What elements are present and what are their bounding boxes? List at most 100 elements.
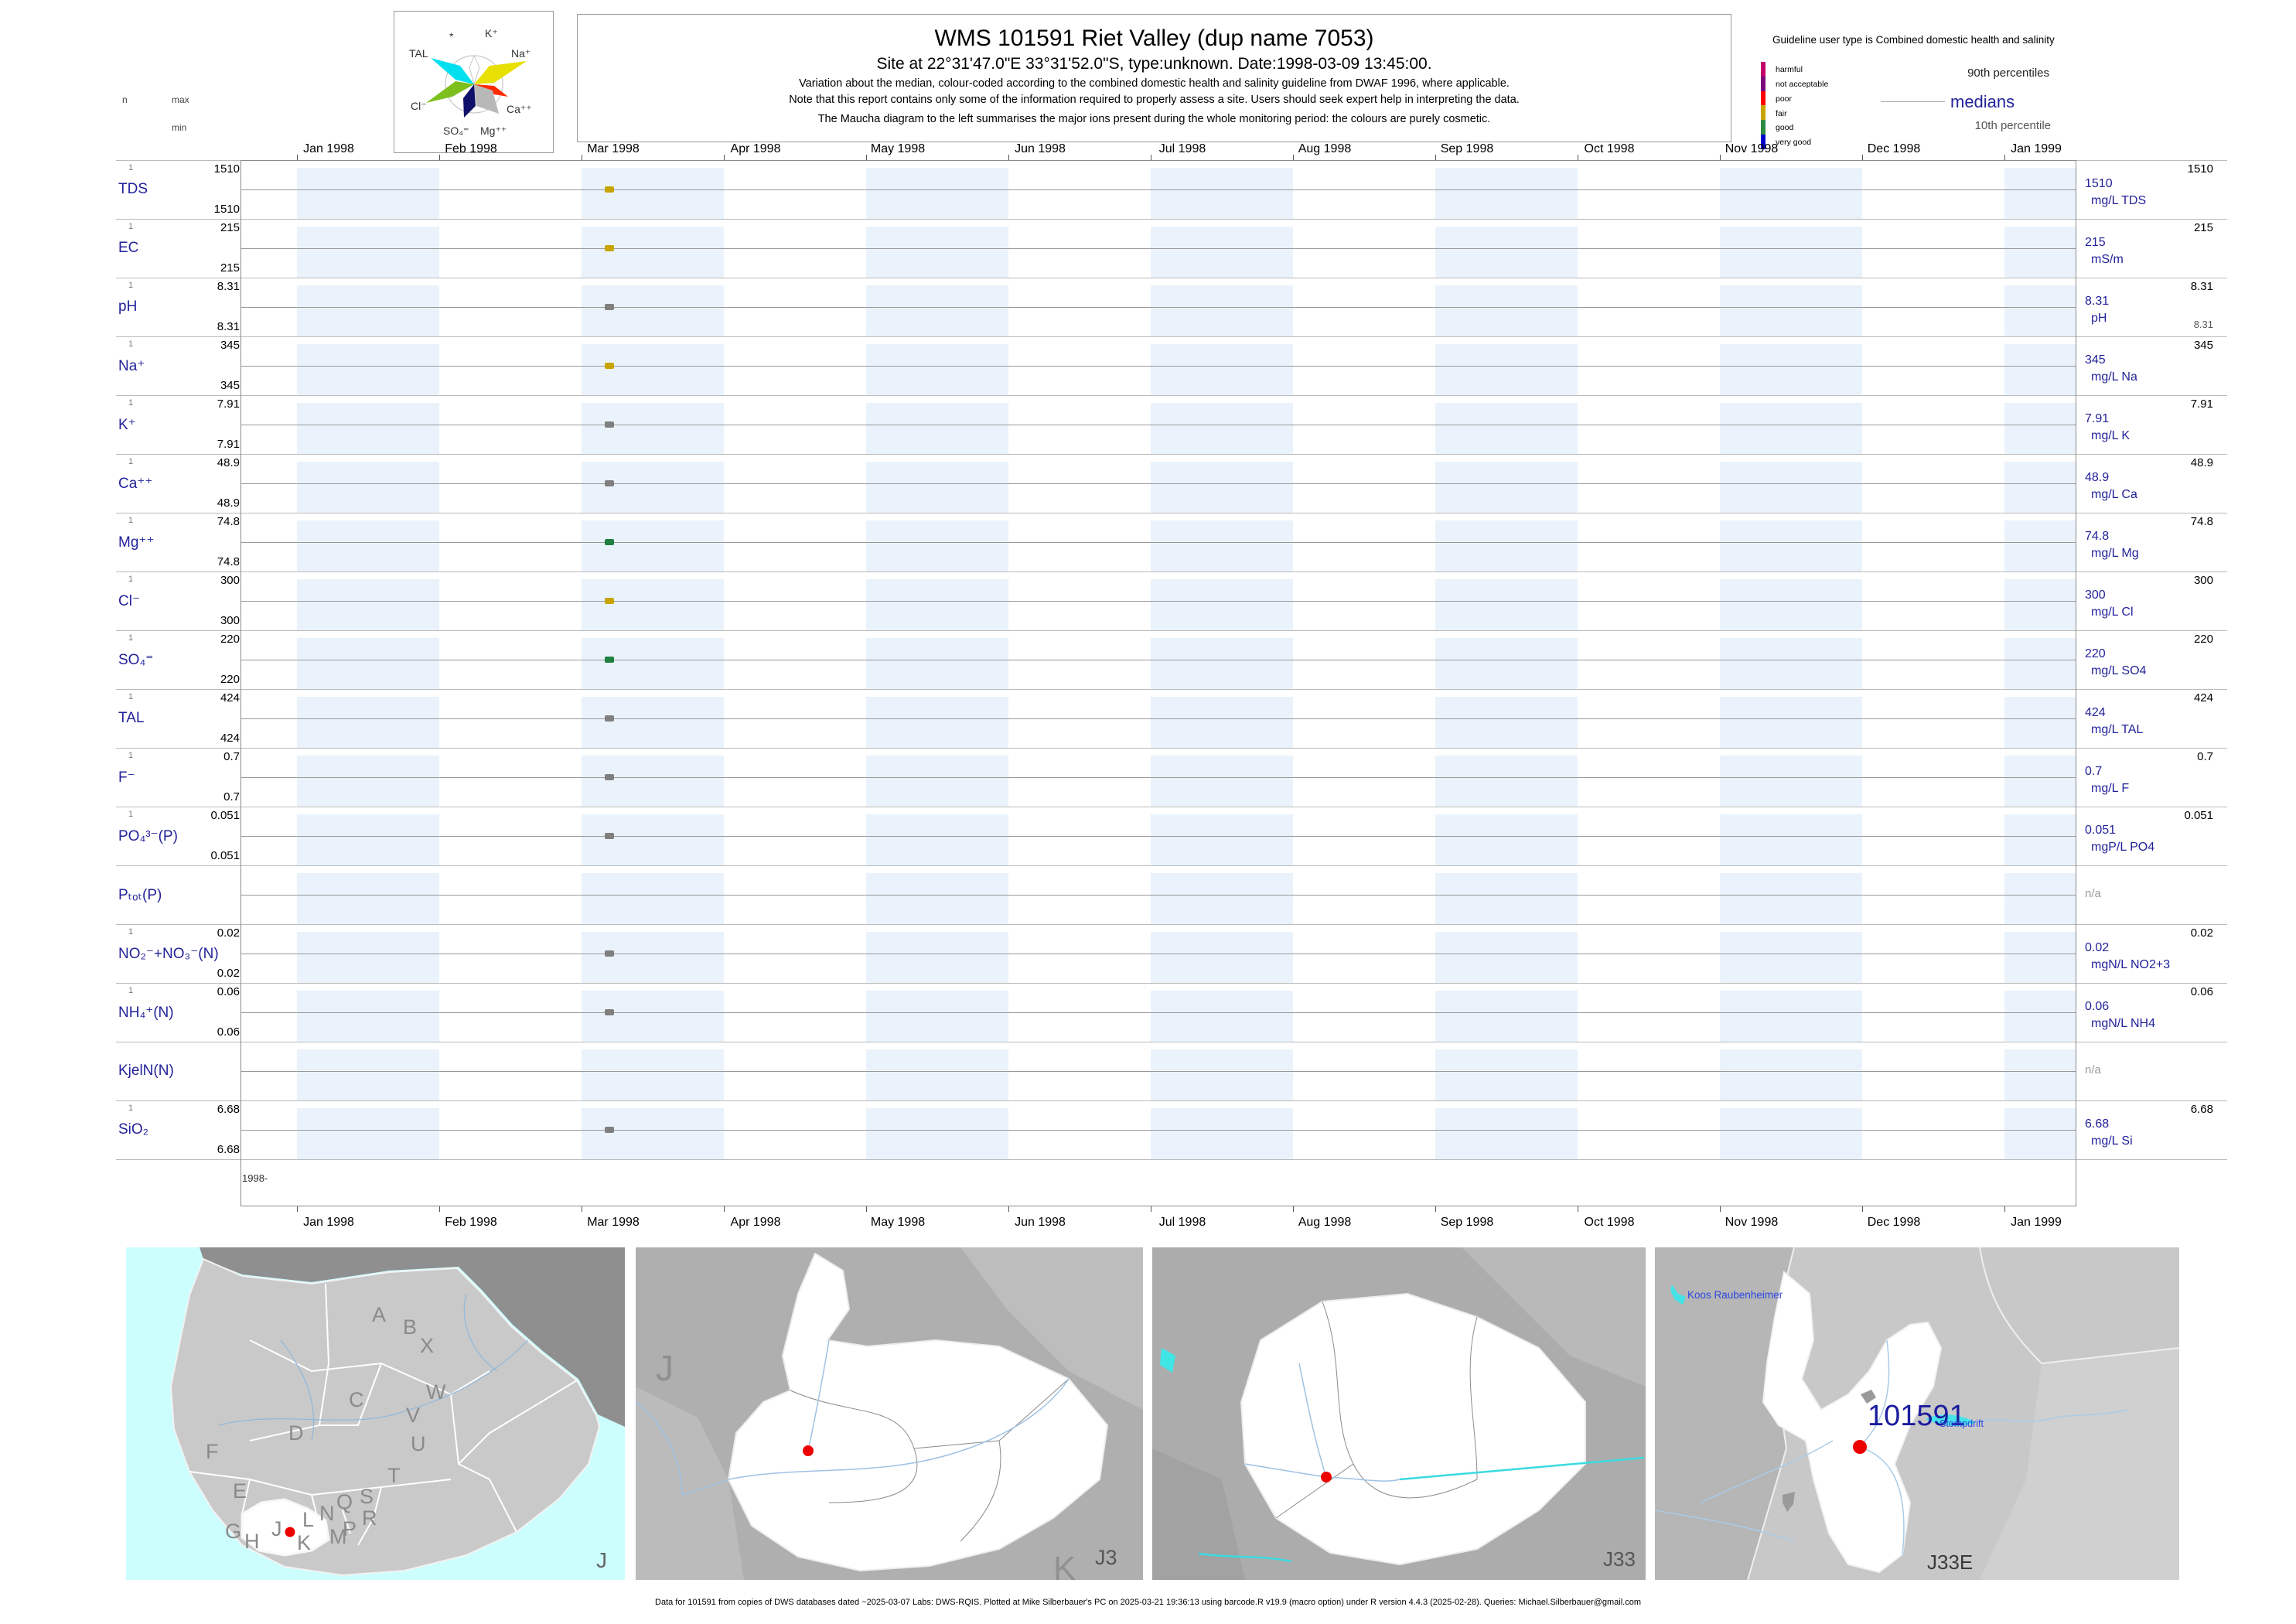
param-median-value: 74.8 (2085, 530, 2110, 543)
month-band (2004, 168, 2076, 219)
param-n-count: 1 (128, 222, 134, 231)
median-legend-line (1881, 101, 1945, 102)
month-band (866, 1049, 1008, 1100)
map2-region-w (636, 1387, 744, 1580)
guideline-class-swatch (1761, 62, 1765, 77)
param-max-value: 0.7 (223, 750, 240, 763)
month-band (1151, 756, 1293, 807)
map1-region-letter: B (403, 1315, 417, 1339)
x-axis-month-bottom: Mar 1998 (587, 1216, 640, 1229)
guideline-class-swatch (1761, 76, 1765, 91)
param-p90-value: 300 (2193, 574, 2213, 587)
maucha-wing-tal (431, 58, 474, 84)
month-band (582, 168, 724, 219)
median-line (241, 1071, 2076, 1072)
month-band (1151, 932, 1293, 983)
param-p90-value: 424 (2193, 691, 2213, 705)
maucha-wing-k (469, 54, 480, 86)
axis-tick-bottom (297, 1206, 298, 1212)
map2-edge-label: K (1053, 1550, 1076, 1580)
guideline-class-label: fair (1776, 108, 1787, 118)
param-median-value: 220 (2085, 647, 2106, 660)
axis-tick-bottom (724, 1206, 725, 1212)
row-separator (116, 219, 2227, 220)
param-p90-value: 345 (2193, 339, 2213, 352)
month-band (2004, 227, 2076, 278)
month-band (582, 462, 724, 513)
month-band (1151, 1049, 1293, 1100)
x-axis-month-bottom: Jul 1998 (1158, 1216, 1206, 1229)
map2-site-dot (803, 1445, 814, 1456)
x-axis-month-top: Jul 1998 (1158, 142, 1206, 155)
median-line (241, 307, 2076, 308)
x-axis-month-top: Jan 1998 (303, 142, 354, 155)
x-axis-month-bottom: Sep 1998 (1440, 1216, 1494, 1229)
map1-region-j-highlight (241, 1498, 330, 1557)
param-median-value: 6.68 (2085, 1117, 2110, 1131)
map4-town-patch-2 (1783, 1492, 1795, 1512)
x-axis-month-top: Oct 1998 (1584, 142, 1635, 155)
axis-tick-top (297, 155, 298, 160)
x-axis-month-top: Feb 1998 (445, 142, 497, 155)
map-quaternary-catchment-j33e: Koos Raubenheimer 101591 Stompdrift J33E (1655, 1247, 2179, 1580)
month-band (1435, 520, 1578, 571)
month-band (582, 932, 724, 983)
x-axis-month-bottom: May 1998 (870, 1216, 926, 1229)
param-p90-value: 7.91 (2190, 397, 2213, 411)
map2-corner-label: J3 (1095, 1546, 1117, 1569)
map1-region-letter: G (225, 1520, 241, 1543)
param-unit-label: mg/L TDS (2091, 194, 2147, 207)
month-band (582, 227, 724, 278)
param-p90-value: 0.051 (2184, 809, 2213, 822)
note-disclaimer: Note that this report contains only some… (789, 94, 1520, 106)
max-column-header: max (172, 94, 189, 105)
month-band (866, 873, 1008, 924)
month-band (297, 344, 439, 395)
maucha-diagram (426, 54, 527, 118)
guideline-class-label: not acceptable (1776, 79, 1829, 89)
month-band (866, 520, 1008, 571)
month-band (866, 227, 1008, 278)
axis-tick-top (1720, 155, 1721, 160)
sample-marker (605, 421, 614, 428)
param-max-value: 345 (220, 339, 240, 352)
param-n-count: 1 (128, 1104, 134, 1113)
guideline-legend: Guideline user type is Combined domestic… (1748, 23, 2289, 155)
param-name: NH₄⁺(N) (118, 1005, 174, 1021)
month-band (1720, 932, 1862, 983)
month-band (1151, 520, 1293, 571)
sample-marker (605, 186, 614, 193)
map1-region-letter: W (426, 1380, 446, 1404)
month-band (1720, 1049, 1862, 1100)
month-band (2004, 991, 2076, 1042)
sample-marker (605, 774, 614, 780)
x-axis-month-bottom: Jan 1999 (2011, 1216, 2062, 1229)
month-band (1435, 403, 1578, 454)
month-band (582, 285, 724, 336)
month-band (297, 462, 439, 513)
param-max-value: 0.06 (217, 985, 240, 998)
guideline-class-label: poor (1776, 94, 1793, 104)
param-name: pH (118, 299, 138, 315)
map1-region-letter: K (297, 1531, 311, 1554)
month-band (1720, 1108, 1862, 1159)
map3-cyan-rivers (1198, 1456, 1645, 1563)
month-band (1720, 756, 1862, 807)
median-legend-label: medians (1950, 92, 2015, 111)
axis-tick-bottom (1720, 1206, 1721, 1212)
month-band (1720, 814, 1862, 865)
x-axis-month-bottom: Dec 1998 (1867, 1216, 1921, 1229)
x-axis-month-top: Jun 1998 (1015, 142, 1066, 155)
x-axis-month-bottom: Apr 1998 (730, 1216, 781, 1229)
param-min-value: 8.31 (217, 320, 240, 333)
param-name: KjelN(N) (118, 1063, 174, 1079)
x-axis-month-bottom: Aug 1998 (1298, 1216, 1352, 1229)
param-max-value: 6.68 (217, 1103, 240, 1116)
p90-legend-label: 90th percentiles (1967, 67, 2049, 80)
median-line (241, 189, 2076, 190)
map3-site-dot (1321, 1472, 1332, 1482)
month-band (2004, 873, 2076, 924)
param-min-value: 345 (220, 379, 240, 392)
